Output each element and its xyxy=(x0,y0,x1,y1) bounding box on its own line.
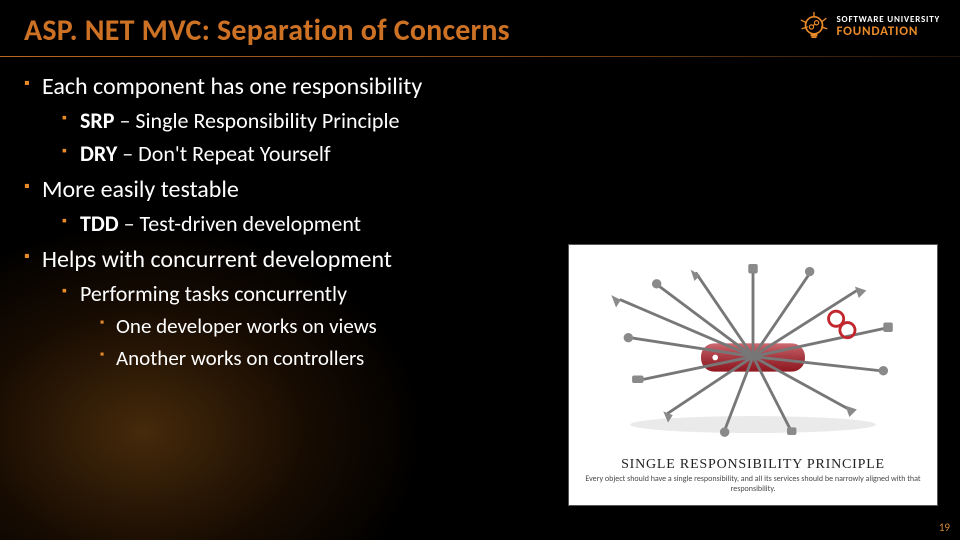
bullet-item: DRY – Don't Repeat Yourself xyxy=(62,140,936,167)
bullet-rest: – Test-driven development xyxy=(119,210,361,237)
swiss-army-knife-image xyxy=(569,245,937,453)
bullet-item: Each component has one responsibility SR… xyxy=(24,72,936,167)
image-caption: SINGLE RESPONSIBILITY PRINCIPLE Every ob… xyxy=(569,453,937,500)
caption-sub: Every object should have a single respon… xyxy=(579,475,927,494)
bullet-item: More easily testable TDD – Test-driven d… xyxy=(24,175,936,237)
bullet-rest: – Don't Repeat Yourself xyxy=(117,140,330,167)
bullet-item: TDD – Test-driven development xyxy=(62,210,936,237)
bullet-text: Helps with concurrent development xyxy=(42,245,392,274)
logo-line2: FOUNDATION xyxy=(837,25,941,39)
lightbulb-icon xyxy=(797,10,831,44)
bullet-text: One developer works on views xyxy=(116,313,377,339)
bullet-text: Each component has one responsibility xyxy=(42,72,422,101)
slide: ASP. NET MVC: Separation of Concerns SOF… xyxy=(0,0,960,540)
bullet-bold: SRP xyxy=(80,107,115,134)
title-underline xyxy=(0,56,960,57)
image-panel: SINGLE RESPONSIBILITY PRINCIPLE Every ob… xyxy=(568,244,938,506)
logo: SOFTWARE UNIVERSITY FOUNDATION xyxy=(797,10,941,44)
page-number: 19 xyxy=(939,521,950,534)
bullet-rest: – Single Responsibility Principle xyxy=(115,107,400,134)
logo-text: SOFTWARE UNIVERSITY FOUNDATION xyxy=(837,15,941,38)
bullet-bold: TDD xyxy=(80,210,119,237)
bullet-item: SRP – Single Responsibility Principle xyxy=(62,107,936,134)
bullet-bold: DRY xyxy=(80,140,117,167)
bullet-text: Performing tasks concurrently xyxy=(80,280,347,307)
bullet-text: Another works on controllers xyxy=(116,345,364,371)
bullet-text: More easily testable xyxy=(42,175,239,204)
caption-title: SINGLE RESPONSIBILITY PRINCIPLE xyxy=(579,457,927,473)
